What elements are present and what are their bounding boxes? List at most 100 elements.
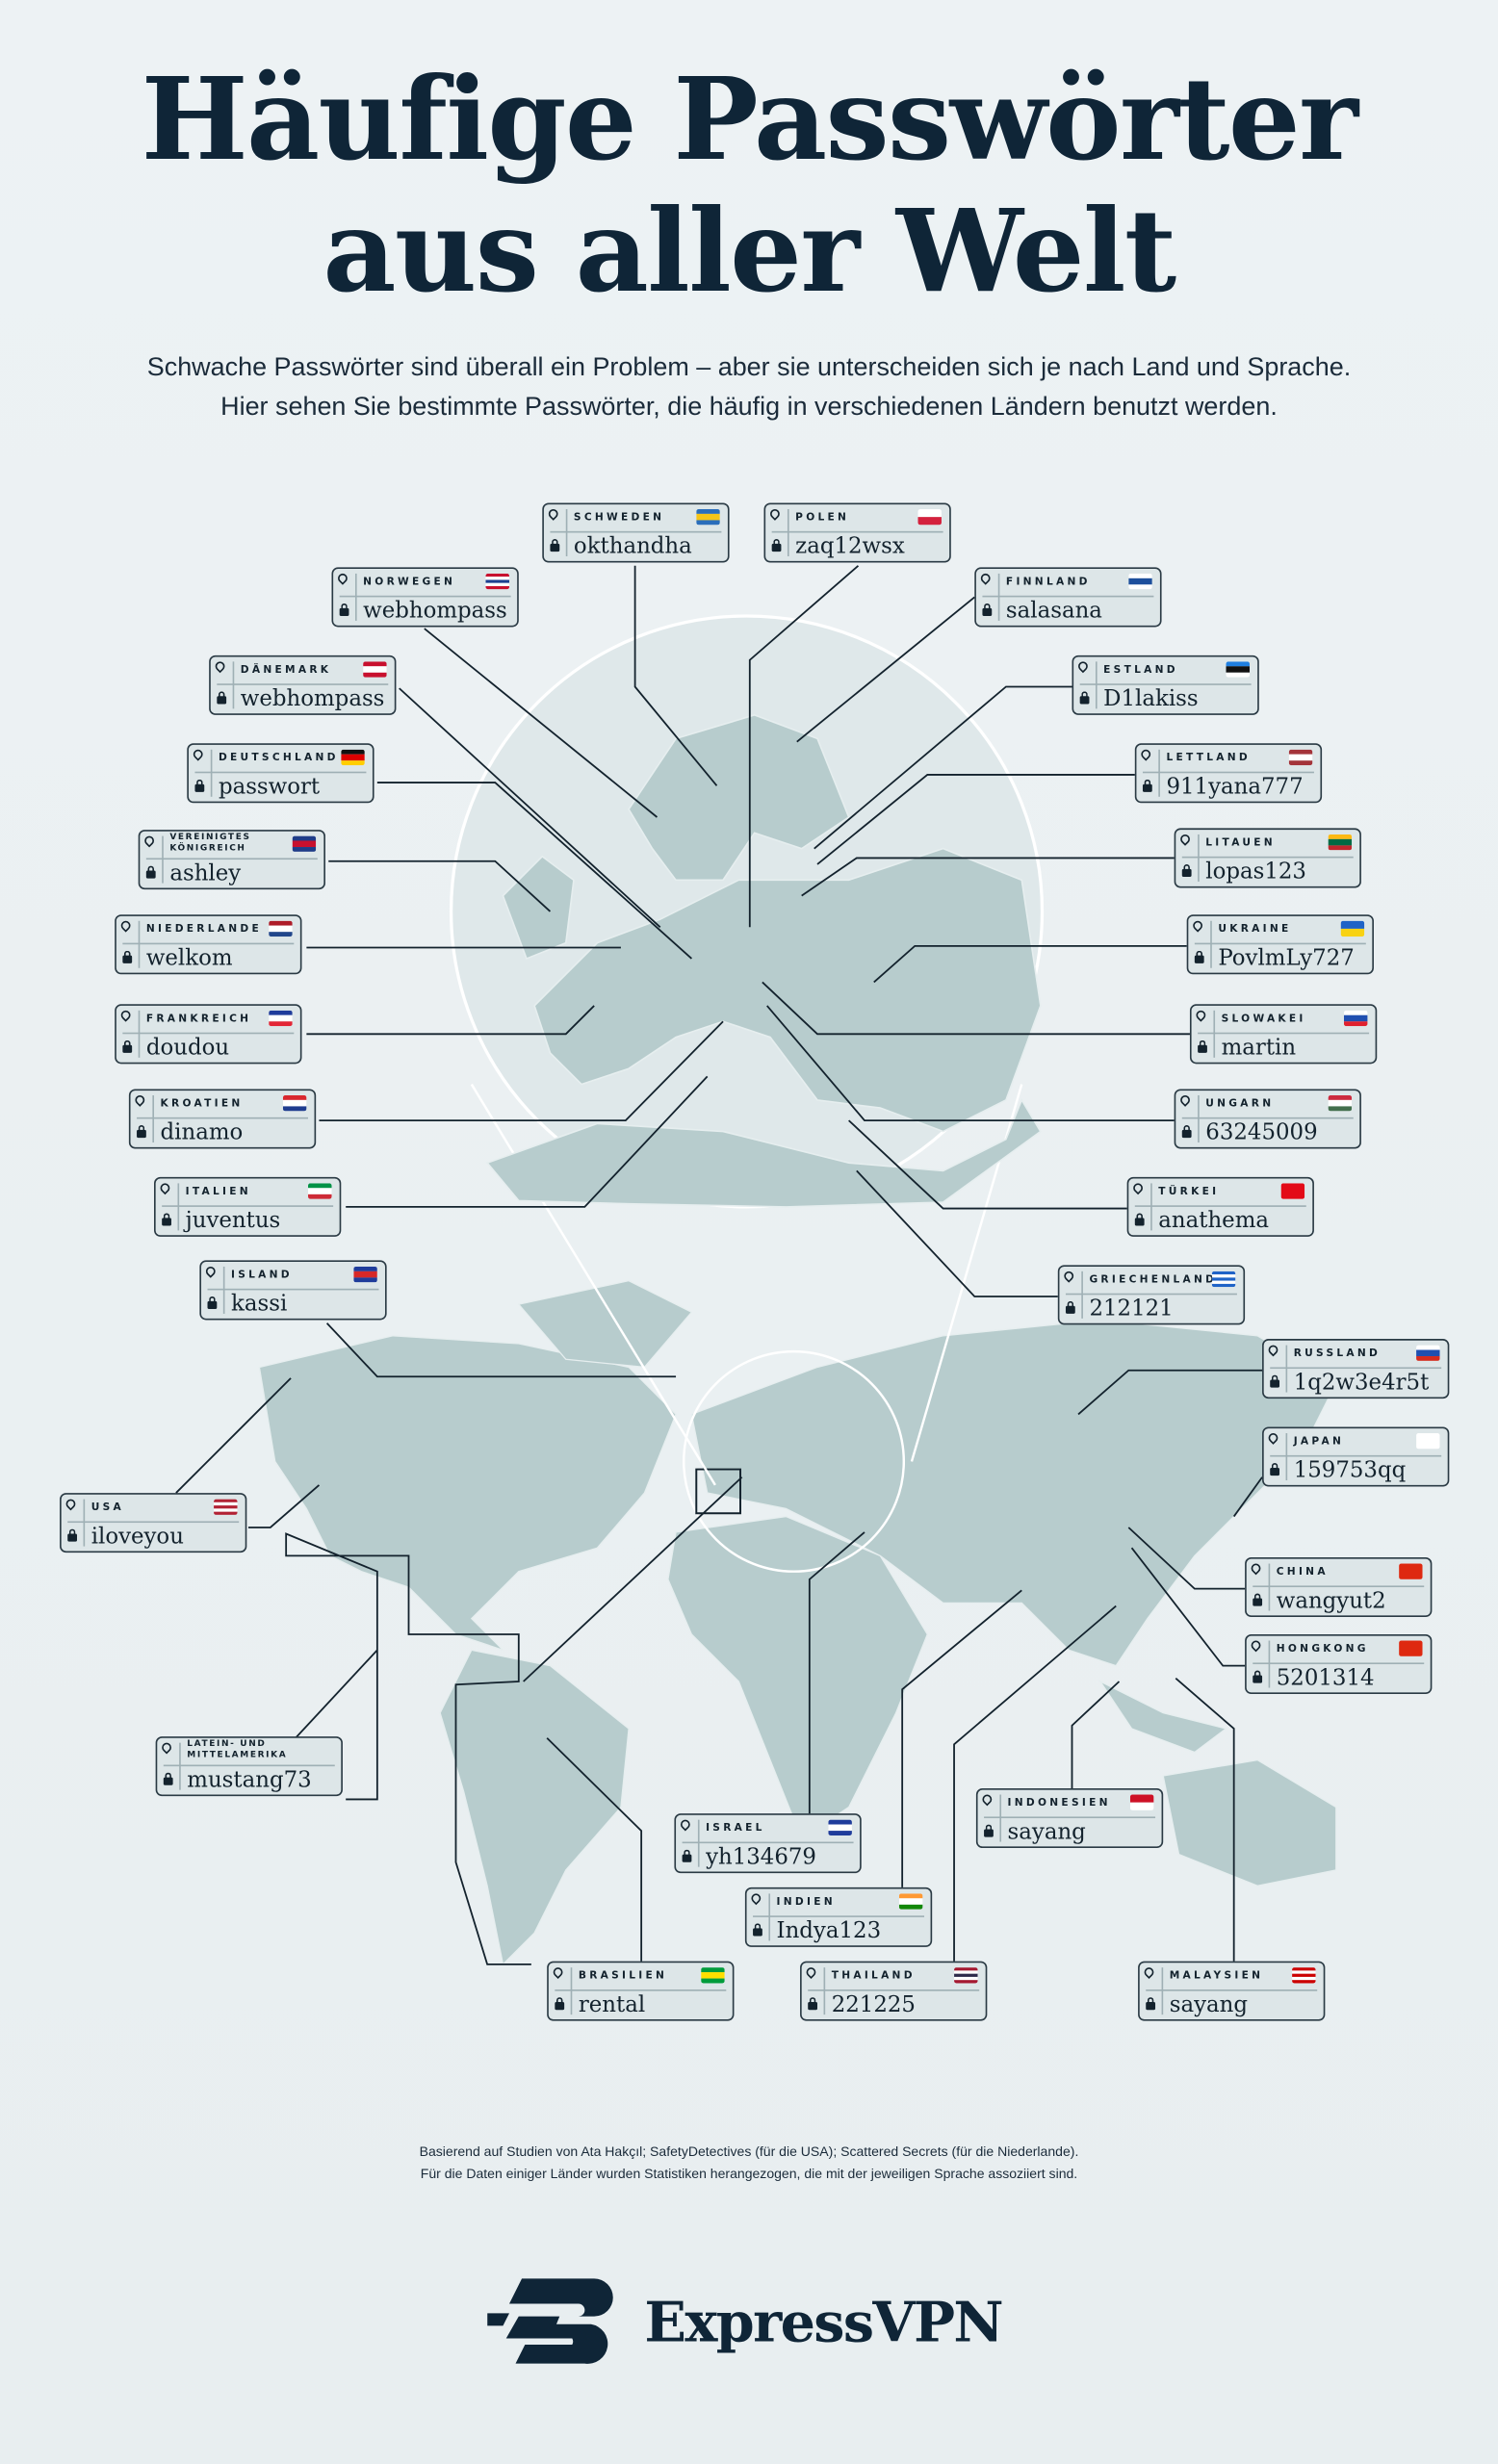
country-name: CHINA bbox=[1276, 1565, 1329, 1578]
north-america bbox=[258, 1335, 677, 1651]
country-name: NORWEGEN bbox=[363, 575, 456, 588]
country-name: MALAYSIEN bbox=[1169, 1968, 1264, 1982]
lock-icon bbox=[1134, 1213, 1145, 1226]
password: okthandha bbox=[573, 534, 692, 560]
lock-icon bbox=[555, 1997, 565, 2011]
lock-icon bbox=[808, 1997, 818, 2011]
country-card: KROATIEN dinamo bbox=[128, 1089, 317, 1149]
flag-icon bbox=[1328, 1094, 1353, 1112]
password: zaq12wsx bbox=[795, 534, 905, 560]
flag-icon bbox=[1416, 1345, 1440, 1361]
lock-icon bbox=[1065, 1300, 1075, 1314]
europe-inset-circle bbox=[682, 1349, 906, 1573]
country-name: JAPAN bbox=[1293, 1434, 1345, 1448]
subtitle-line-2: Hier sehen Sie bestimmte Passwörter, die… bbox=[220, 393, 1278, 422]
expressvpn-logo: ExpressVPN bbox=[487, 2272, 1021, 2376]
country-name: BRASILIEN bbox=[578, 1968, 668, 1982]
lock-icon bbox=[162, 1213, 171, 1226]
country-card: UKRAINE PovlmLy727 bbox=[1186, 914, 1374, 975]
password: Indya123 bbox=[776, 1918, 882, 1944]
flag-icon bbox=[353, 1266, 377, 1283]
flag-icon bbox=[363, 661, 387, 678]
country-name: ISLAND bbox=[231, 1268, 293, 1281]
subtitle-line-1: Schwache Passwörter sind überall ein Pro… bbox=[146, 353, 1352, 382]
password: 911yana777 bbox=[1166, 774, 1304, 801]
password: juventus bbox=[185, 1208, 281, 1234]
country-name: LATEIN- UND MITTELAMERIKA bbox=[187, 1739, 288, 1759]
password: webhompass bbox=[240, 686, 385, 712]
lock-icon bbox=[753, 1923, 762, 1937]
country-name: NIEDERLANDE bbox=[145, 922, 262, 936]
lock-icon bbox=[1270, 1374, 1280, 1388]
password: rental bbox=[578, 1992, 646, 2018]
lock-icon bbox=[1253, 1593, 1263, 1606]
password: D1lakiss bbox=[1103, 686, 1199, 712]
country-name: INDONESIEN bbox=[1007, 1796, 1111, 1810]
europe-focus-box bbox=[695, 1468, 741, 1515]
country-card: ISRAEL yh134679 bbox=[674, 1813, 862, 1874]
country-card: JAPAN 159753qq bbox=[1262, 1426, 1450, 1487]
flag-icon bbox=[898, 1893, 923, 1910]
password: 1q2w3e4r5t bbox=[1293, 1370, 1430, 1396]
country-name: RUSSLAND bbox=[1293, 1347, 1382, 1360]
country-card: NIEDERLANDE welkom bbox=[115, 914, 302, 975]
password: mustang73 bbox=[187, 1767, 312, 1793]
lock-icon bbox=[771, 539, 782, 552]
flag-icon bbox=[917, 508, 942, 526]
country-card: SCHWEDEN okthandha bbox=[542, 502, 730, 563]
flag-icon bbox=[1129, 1794, 1154, 1810]
country-name: KROATIEN bbox=[160, 1096, 244, 1110]
lock-icon bbox=[550, 539, 560, 552]
password: yh134679 bbox=[706, 1844, 816, 1870]
country-card: DÄNEMARK webhompass bbox=[209, 654, 397, 715]
north-africa bbox=[485, 1098, 1042, 1208]
country-card: INDONESIEN sayang bbox=[975, 1788, 1164, 1849]
flag-icon bbox=[701, 1967, 725, 1984]
title-line-1: Häufige Passwörter bbox=[141, 51, 1358, 186]
country-name: DÄNEMARK bbox=[240, 662, 332, 677]
flag-icon bbox=[1340, 920, 1365, 937]
scandinavia bbox=[628, 714, 850, 882]
country-card: THAILAND 221225 bbox=[800, 1961, 988, 2021]
country-card: VEREINIGTES KÖNIGREICH ashley bbox=[138, 830, 325, 890]
country-card: CHINA wangyut2 bbox=[1245, 1557, 1433, 1618]
country-card: SLOWAKEI martin bbox=[1189, 1004, 1378, 1065]
country-card: UNGARN 63245009 bbox=[1174, 1089, 1361, 1149]
password: 63245009 bbox=[1205, 1120, 1318, 1146]
country-name: TÜRKEI bbox=[1158, 1185, 1220, 1198]
country-name: FRANKREICH bbox=[145, 1012, 252, 1025]
flag-icon bbox=[1128, 573, 1152, 590]
country-name: USA bbox=[90, 1501, 124, 1514]
lock-icon bbox=[339, 603, 349, 617]
flag-icon bbox=[282, 1094, 307, 1112]
lock-icon bbox=[67, 1528, 78, 1542]
country-name: SCHWEDEN bbox=[573, 510, 665, 524]
flag-icon bbox=[828, 1819, 852, 1835]
expressvpn-logo-icon bbox=[487, 2278, 613, 2364]
lock-icon bbox=[1142, 779, 1152, 792]
country-card: POLEN zaq12wsx bbox=[763, 502, 951, 563]
country-name: GRIECHENLAND bbox=[1089, 1272, 1218, 1286]
flag-icon bbox=[1328, 834, 1353, 851]
flag-icon bbox=[954, 1967, 978, 1984]
password: PovlmLy727 bbox=[1218, 945, 1355, 972]
password: passwort bbox=[218, 774, 321, 801]
lock-icon bbox=[1270, 1463, 1280, 1476]
southeast-asia bbox=[1098, 1680, 1227, 1754]
lock-icon bbox=[1079, 691, 1090, 705]
country-name: INDIEN bbox=[776, 1895, 836, 1909]
flag-icon bbox=[1280, 1183, 1305, 1199]
mainland-europe bbox=[533, 847, 1042, 1133]
lock-icon bbox=[1181, 1125, 1192, 1139]
lock-icon bbox=[137, 1125, 146, 1139]
password: 159753qq bbox=[1293, 1458, 1407, 1484]
flag-icon bbox=[1399, 1563, 1423, 1579]
flag-icon bbox=[1226, 661, 1250, 678]
lock-icon bbox=[217, 691, 227, 705]
country-name: VEREINIGTES KÖNIGREICH bbox=[169, 833, 251, 853]
password: 5201314 bbox=[1276, 1665, 1375, 1691]
password: iloveyou bbox=[90, 1524, 184, 1550]
leader-lines bbox=[175, 565, 1263, 1965]
country-card: FRANKREICH doudou bbox=[115, 1004, 302, 1065]
country-card: ESTLAND D1lakiss bbox=[1072, 654, 1259, 715]
